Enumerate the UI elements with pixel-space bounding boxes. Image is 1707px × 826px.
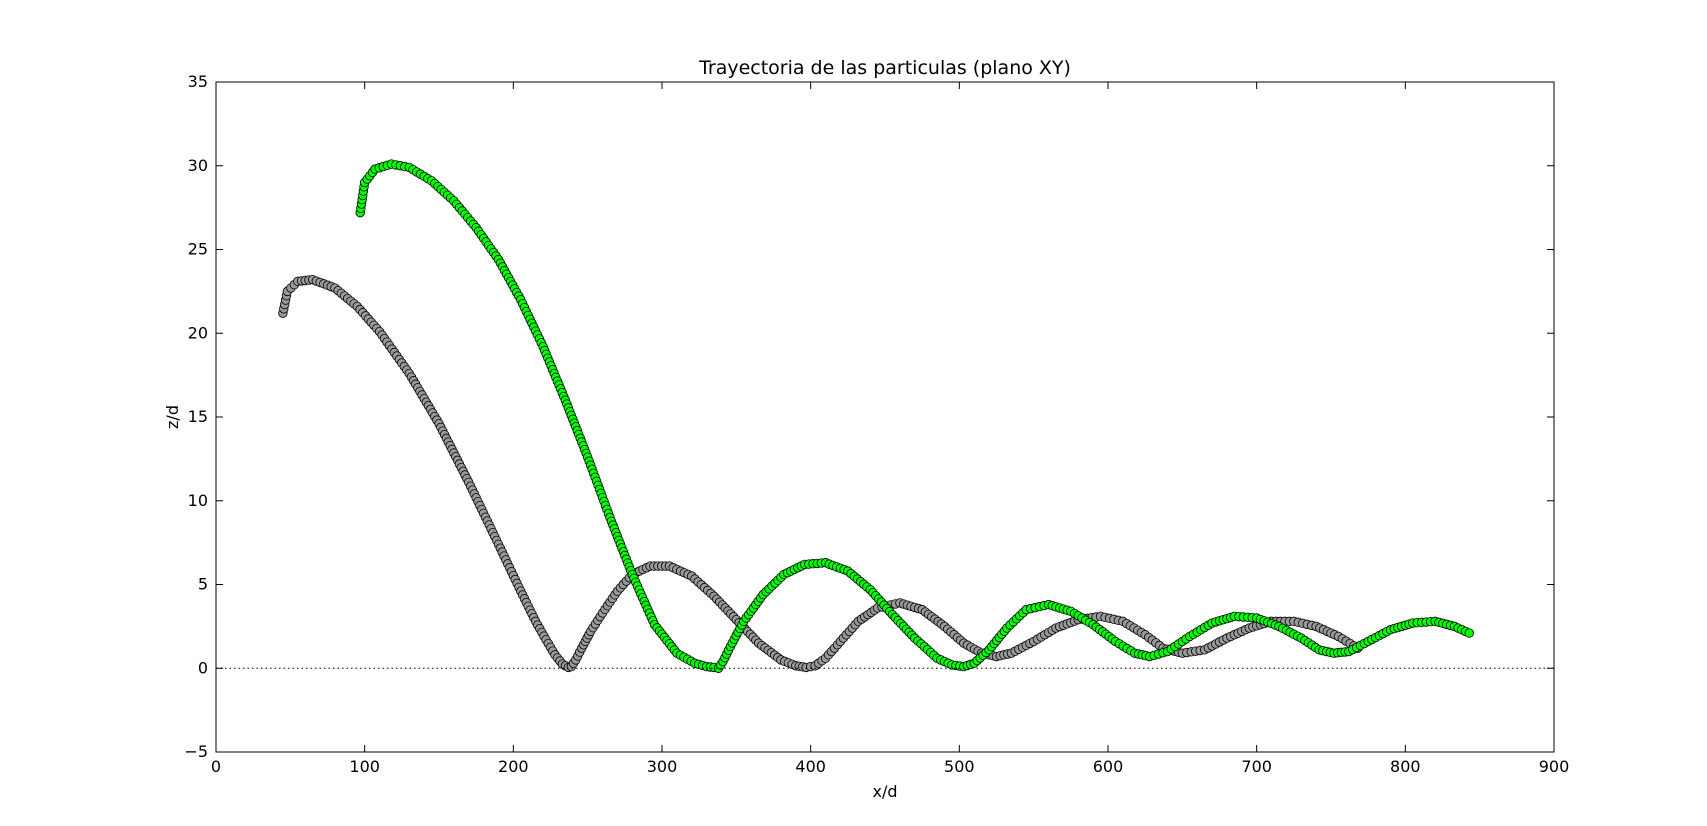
x-tick-label: 400 — [795, 757, 826, 776]
y-tick-label: 10 — [188, 491, 208, 510]
y-tick-label: 20 — [188, 323, 208, 342]
ticks-layer: 0 100 200 300 400 500 600 700 800 900−50510152025… — [184, 72, 1569, 776]
y-tick-label: −5 — [184, 742, 208, 761]
x-tick-label: 600 — [1093, 757, 1124, 776]
x-tick-label: 0 — [211, 757, 221, 776]
x-tick-label: 500 — [944, 757, 975, 776]
y-tick-label: 5 — [198, 575, 208, 594]
series-0 — [278, 274, 1363, 673]
series-1 — [355, 159, 1474, 673]
x-tick-label: 700 — [1241, 757, 1272, 776]
y-tick-label: 0 — [198, 658, 208, 677]
y-tick-label: 25 — [188, 240, 208, 259]
x-tick-label: 900 — [1539, 757, 1570, 776]
y-tick-label: 15 — [188, 407, 208, 426]
x-tick-label: 200 — [498, 757, 529, 776]
y-tick-label: 30 — [188, 156, 208, 175]
x-axis-label: x/d — [872, 782, 897, 801]
chart-title: Trayectoria de las particulas (plano XY) — [698, 57, 1071, 79]
y-tick-label: 35 — [188, 72, 208, 91]
markers-layer — [278, 159, 1474, 673]
data-point — [1464, 628, 1474, 638]
x-tick-label: 300 — [647, 757, 678, 776]
x-tick-label: 800 — [1390, 757, 1421, 776]
y-axis-label: z/d — [163, 405, 182, 429]
x-tick-label: 100 — [349, 757, 380, 776]
